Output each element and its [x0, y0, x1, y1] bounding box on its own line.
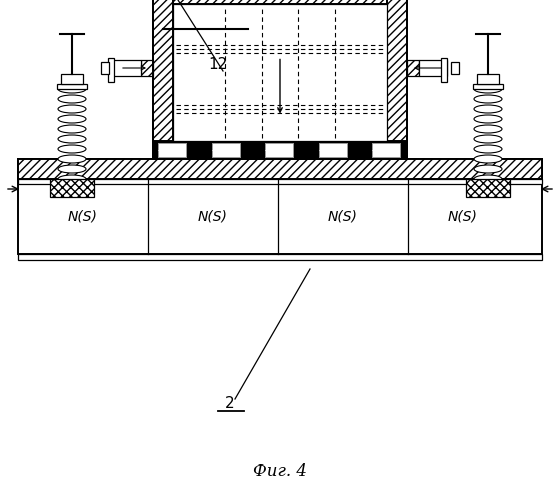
Bar	[158, 143, 186, 157]
Ellipse shape	[58, 125, 86, 133]
Text: N(S): N(S)	[198, 210, 228, 224]
Ellipse shape	[474, 95, 502, 103]
Bar	[173, 4, 387, 141]
Bar	[387, 0, 407, 159]
Text: 2: 2	[225, 397, 235, 412]
Text: N(S): N(S)	[448, 210, 478, 224]
Bar	[407, 60, 419, 76]
Ellipse shape	[58, 165, 86, 173]
Bar	[101, 62, 109, 74]
Bar	[113, 60, 141, 76]
Ellipse shape	[58, 95, 86, 103]
Ellipse shape	[58, 145, 86, 153]
Ellipse shape	[58, 155, 86, 163]
Bar	[471, 184, 505, 189]
Ellipse shape	[474, 155, 502, 163]
Ellipse shape	[474, 85, 502, 93]
Bar	[153, 0, 173, 159]
Ellipse shape	[474, 115, 502, 123]
Text: 12: 12	[208, 56, 227, 71]
Ellipse shape	[58, 135, 86, 143]
Ellipse shape	[474, 175, 502, 183]
Bar	[265, 143, 293, 157]
Bar	[477, 74, 499, 84]
Bar	[451, 62, 459, 74]
Ellipse shape	[474, 135, 502, 143]
Bar	[419, 60, 447, 76]
Bar	[18, 179, 542, 184]
Text: Фиг. 4: Фиг. 4	[253, 463, 307, 480]
Bar	[466, 179, 510, 197]
Bar	[212, 143, 240, 157]
Bar	[18, 159, 542, 254]
Bar	[441, 58, 447, 82]
Bar	[212, 143, 240, 157]
Bar	[372, 143, 400, 157]
Bar	[18, 254, 542, 260]
Bar	[153, 0, 407, 4]
Bar	[372, 143, 400, 157]
Ellipse shape	[474, 125, 502, 133]
Bar	[50, 179, 94, 197]
Text: N(S): N(S)	[68, 210, 98, 224]
Ellipse shape	[58, 115, 86, 123]
Bar	[57, 84, 87, 89]
Bar	[265, 143, 293, 157]
Ellipse shape	[58, 85, 86, 93]
Bar	[141, 60, 153, 76]
Bar	[18, 159, 542, 179]
Ellipse shape	[58, 175, 86, 183]
Bar	[319, 143, 347, 157]
Text: N(S): N(S)	[328, 210, 358, 224]
Ellipse shape	[58, 105, 86, 113]
Bar	[319, 143, 347, 157]
Bar	[153, 141, 407, 159]
Bar	[55, 184, 89, 189]
Bar	[108, 58, 114, 82]
Ellipse shape	[474, 145, 502, 153]
Ellipse shape	[474, 165, 502, 173]
Bar	[158, 143, 186, 157]
Ellipse shape	[474, 105, 502, 113]
Bar	[473, 84, 503, 89]
Bar	[61, 74, 83, 84]
Text: А – А  (вариант II): А – А (вариант II)	[218, 21, 382, 38]
